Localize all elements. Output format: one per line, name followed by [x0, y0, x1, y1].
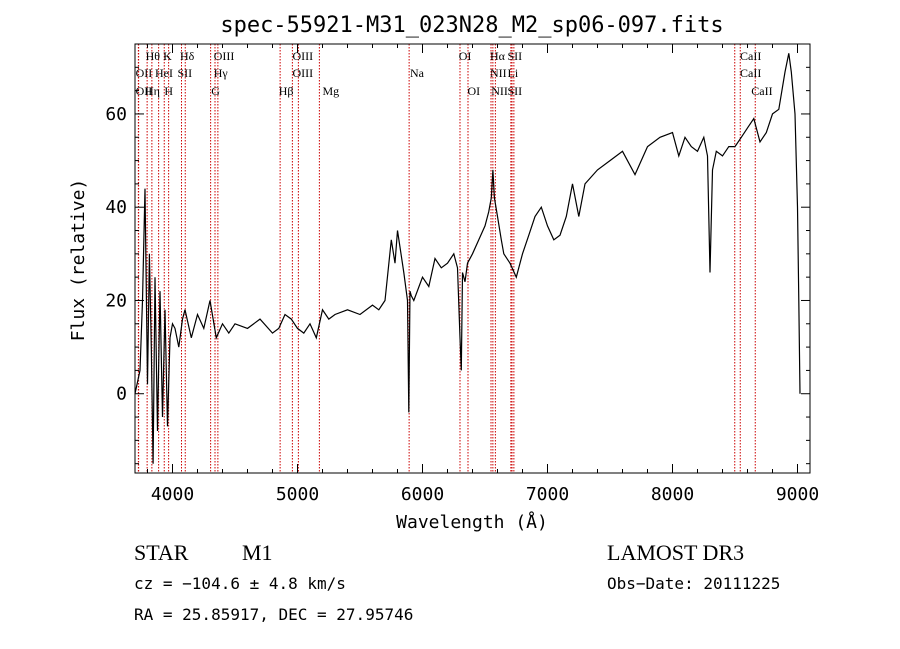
- emission-line-label: Hη: [145, 84, 160, 98]
- emission-line-label: NII: [491, 84, 508, 98]
- emission-line-label: Mg: [323, 84, 340, 98]
- y-axis-ticks: 0 20 40 60: [105, 43, 810, 465]
- emission-line-label: SII: [508, 49, 523, 63]
- emission-line-label: CaII: [751, 84, 772, 98]
- emission-line-label: CaII: [740, 49, 761, 63]
- y-tick-label: 0: [116, 384, 127, 405]
- emission-line-label: HeI: [155, 66, 173, 80]
- y-tick-label: 60: [105, 104, 127, 125]
- emission-line-label: Hβ: [279, 84, 294, 98]
- y-axis-label: Flux (relative): [68, 179, 89, 342]
- x-tick-label: 5000: [276, 484, 319, 505]
- emission-line-label: Hθ: [146, 49, 161, 63]
- x-tick-label: 8000: [651, 484, 694, 505]
- object-class: STAR: [134, 540, 189, 565]
- emission-line-label: H: [164, 84, 173, 98]
- plot-frame: [134, 43, 811, 474]
- emission-line-label: OIII: [293, 66, 314, 80]
- chart-title: spec-55921-M31_023N28_M2_sp06-097.fits: [220, 13, 723, 38]
- redshift-readout: cz = −104.6 ± 4.8 km/s: [134, 574, 346, 593]
- spectrum-line: [134, 53, 801, 464]
- obs-date: Obs−Date: 20111225: [607, 574, 780, 593]
- y-tick-label: 40: [105, 197, 127, 218]
- coordinates: RA = 25.85917, DEC = 27.95746: [134, 605, 413, 624]
- emission-line-label: CaII: [740, 66, 761, 80]
- emission-line-label: SII: [178, 66, 193, 80]
- emission-line-label: OII: [136, 66, 153, 80]
- survey-name: LAMOST DR3: [607, 540, 744, 565]
- x-tick-label: 9000: [776, 484, 819, 505]
- emission-line-label: Hα: [490, 49, 506, 63]
- x-tick-label: 7000: [526, 484, 569, 505]
- emission-line-label: Li: [508, 66, 519, 80]
- emission-line-label: OII: [136, 84, 153, 98]
- x-axis-label: Wavelength (Å): [396, 511, 548, 533]
- emission-line-label: NII: [490, 66, 507, 80]
- emission-line-label: Na: [410, 66, 425, 80]
- x-axis-ticks: 4000 5000 6000 7000 8000 9000: [147, 44, 819, 505]
- emission-line-label: Hγ: [214, 66, 229, 80]
- emission-line-label: OIII: [214, 49, 235, 63]
- emission-line-markers: [137, 44, 756, 473]
- object-subclass: M1: [242, 540, 273, 565]
- emission-line-label: OIII: [293, 49, 314, 63]
- y-tick-label: 20: [105, 290, 127, 311]
- emission-line-label: OI: [468, 84, 481, 98]
- emission-line-label: Hδ: [180, 49, 195, 63]
- emission-line-label: SII: [508, 84, 523, 98]
- emission-line-label: OI: [459, 49, 472, 63]
- x-tick-label: 6000: [401, 484, 444, 505]
- emission-line-label: G: [211, 84, 220, 98]
- x-tick-label: 4000: [151, 484, 194, 505]
- emission-line-label: K: [163, 49, 172, 63]
